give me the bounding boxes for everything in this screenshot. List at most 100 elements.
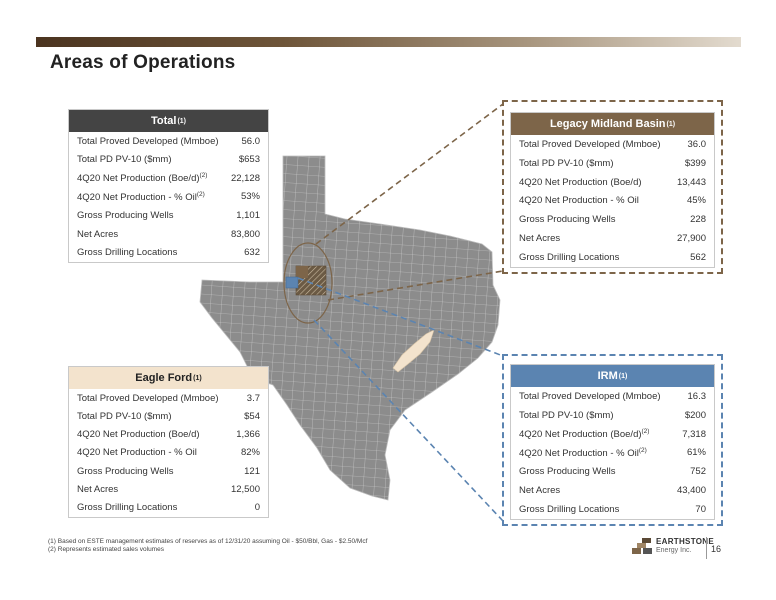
row-label: Total PD PV-10 ($mm): [77, 410, 172, 422]
row-label: Gross Producing Wells: [519, 466, 616, 478]
legacy-midland-frame: [502, 100, 723, 274]
total-table: Total (1) Total Proved Developed (Mmboe) 5…: [68, 109, 269, 263]
table-row: 4Q20 Net Production (Boe/d) 13,443: [511, 173, 714, 192]
table-row: Gross Drilling Locations 562: [511, 248, 714, 267]
row-value: $54: [244, 410, 260, 422]
table-row: Net Acres 12,500: [69, 480, 268, 498]
irm-table-rows: Total Proved Developed (Mmboe) 16.3 Total …: [511, 387, 714, 519]
row-value: 121: [244, 465, 260, 477]
texas-state-shape: [199, 155, 501, 501]
table-row: 4Q20 Net Production - % Oil 82%: [69, 444, 268, 462]
row-label: Net Acres: [77, 484, 119, 496]
table-row: Total Proved Developed (Mmboe) 56.0: [69, 132, 268, 151]
header-gradient-bar: [36, 37, 741, 47]
midland-basin-core: [296, 266, 308, 278]
row-value: 16.3: [687, 390, 707, 402]
row-label: Total Proved Developed (Mmboe): [77, 392, 219, 404]
table-row: 4Q20 Net Production - % Oil(2) 53%: [69, 188, 268, 207]
row-value: 83,800: [230, 228, 260, 240]
row-value: 70: [695, 503, 706, 515]
eagle-ford-table-header: Eagle Ford (1): [69, 367, 268, 389]
row-label: Net Acres: [77, 228, 119, 240]
legacy-connector-top: [315, 103, 504, 245]
eagle-ford-area: [392, 329, 435, 373]
table-row: Gross Producing Wells 228: [511, 210, 714, 229]
row-value: 7,318: [682, 428, 706, 440]
table-row: Gross Drilling Locations 632: [69, 243, 268, 262]
row-footnote-ref: (2): [196, 190, 205, 198]
row-label: Gross Drilling Locations: [519, 503, 620, 515]
row-label: Total PD PV-10 ($mm): [77, 154, 172, 166]
row-value: $653: [238, 154, 260, 166]
irm-table-header: IRM (1): [511, 365, 714, 387]
irm-area: [285, 276, 299, 289]
row-value: 632: [244, 247, 260, 259]
row-value: 82%: [240, 447, 260, 459]
table-row: 4Q20 Net Production (Boe/d) 1,366: [69, 426, 268, 444]
eagle-ford-table-rows: Total Proved Developed (Mmboe) 3.7 Total P…: [69, 389, 268, 517]
irm-connector-top: [297, 277, 504, 357]
row-value: 53%: [240, 191, 260, 203]
irm-connector-bottom: [313, 319, 504, 522]
logo-name: EARTHSTONE: [656, 537, 714, 546]
page-number: 16: [711, 544, 722, 554]
row-value: 3.7: [246, 392, 260, 404]
table-row: Net Acres 83,800: [69, 225, 268, 244]
row-value: 56.0: [241, 135, 261, 147]
row-value: 562: [690, 251, 706, 263]
row-label: Total Proved Developed (Mmboe): [77, 135, 219, 147]
total-table-header: Total (1): [69, 110, 268, 132]
row-label: Net Acres: [519, 233, 561, 245]
table-row: Total Proved Developed (Mmboe) 16.3: [511, 387, 714, 406]
row-label: Total PD PV-10 ($mm): [519, 409, 614, 421]
row-label: 4Q20 Net Production (Boe/d)(2): [77, 172, 208, 185]
row-label: Total Proved Developed (Mmboe): [519, 138, 661, 150]
eagle-ford-table: Eagle Ford (1) Total Proved Developed (Mm…: [68, 366, 269, 518]
row-label: 4Q20 Net Production - % Oil(2): [519, 446, 647, 460]
row-label: Total Proved Developed (Mmboe): [519, 390, 661, 402]
table-row: Total Proved Developed (Mmboe) 36.0: [511, 135, 714, 154]
footnotes: (1) Based on ESTE management estimates o…: [48, 538, 367, 554]
row-footnote-ref: (2): [641, 428, 650, 436]
row-label: Gross Producing Wells: [77, 465, 174, 477]
row-footnote-ref: (2): [199, 172, 208, 180]
table-row: Total PD PV-10 ($mm) $399: [511, 154, 714, 173]
table-row: Total PD PV-10 ($mm) $200: [511, 406, 714, 425]
table-row: Net Acres 27,900: [511, 229, 714, 248]
table-row: Total Proved Developed (Mmboe) 3.7: [69, 389, 268, 407]
row-label: 4Q20 Net Production - % Oil(2): [77, 190, 205, 204]
footnote-2: (2) Represents estimated sales volumes: [48, 546, 164, 553]
row-value: 27,900: [676, 233, 706, 245]
total-table-rows: Total Proved Developed (Mmboe) 56.0 Total …: [69, 132, 268, 262]
row-label: Gross Drilling Locations: [77, 247, 178, 259]
row-label: Gross Producing Wells: [77, 210, 174, 222]
row-value: 22,128: [230, 172, 260, 184]
table-row: Gross Drilling Locations 70: [511, 500, 714, 519]
logo-subtitle: Energy Inc.: [656, 547, 692, 554]
legacy-midland-table-header: Legacy Midland Basin (1): [511, 113, 714, 135]
row-value: 228: [690, 214, 706, 226]
row-label: Gross Producing Wells: [519, 214, 616, 226]
row-value: 12,500: [230, 484, 260, 496]
row-value: 61%: [686, 447, 706, 459]
footer-divider: [706, 537, 707, 559]
table-row: 4Q20 Net Production (Boe/d)(2) 7,318: [511, 425, 714, 444]
row-label: 4Q20 Net Production (Boe/d)(2): [519, 428, 650, 441]
table-row: Gross Producing Wells 121: [69, 462, 268, 480]
earthstone-logo: EARTHSTONE Energy Inc.: [632, 537, 714, 555]
table-row: 4Q20 Net Production - % Oil(2) 61%: [511, 444, 714, 463]
row-value: 36.0: [687, 138, 707, 150]
irm-table: IRM (1) Total Proved Developed (Mmboe) 16.…: [510, 364, 715, 520]
row-label: 4Q20 Net Production - % Oil: [519, 195, 639, 207]
midland-highlight-circle: [283, 242, 333, 324]
table-row: Gross Drilling Locations 0: [69, 499, 268, 517]
row-label: Net Acres: [519, 485, 561, 497]
page-title: Areas of Operations: [50, 52, 236, 73]
row-value: 43,400: [676, 485, 706, 497]
table-row: Gross Producing Wells 752: [511, 462, 714, 481]
row-label: 4Q20 Net Production (Boe/d): [77, 429, 200, 441]
table-row: Total PD PV-10 ($mm) $653: [69, 151, 268, 170]
row-value: 752: [690, 466, 706, 478]
row-label: 4Q20 Net Production (Boe/d): [519, 176, 642, 188]
